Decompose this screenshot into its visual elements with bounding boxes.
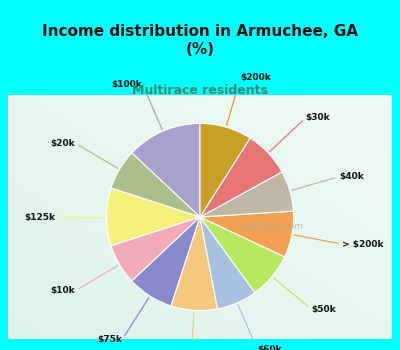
Text: $40k: $40k bbox=[339, 172, 364, 181]
Text: $50k: $50k bbox=[312, 305, 336, 314]
Wedge shape bbox=[200, 138, 282, 217]
Wedge shape bbox=[132, 217, 200, 306]
Text: $75k: $75k bbox=[98, 335, 122, 344]
Text: $125k: $125k bbox=[24, 212, 55, 222]
Text: $30k: $30k bbox=[306, 113, 330, 122]
Wedge shape bbox=[200, 211, 294, 257]
Wedge shape bbox=[132, 124, 200, 217]
Wedge shape bbox=[200, 172, 293, 217]
Text: $100k: $100k bbox=[112, 80, 142, 89]
Text: Income distribution in Armuchee, GA
(%): Income distribution in Armuchee, GA (%) bbox=[42, 25, 358, 57]
Wedge shape bbox=[200, 217, 255, 309]
Wedge shape bbox=[111, 217, 200, 281]
Wedge shape bbox=[111, 153, 200, 217]
Text: Multirace residents: Multirace residents bbox=[132, 84, 268, 97]
Wedge shape bbox=[200, 217, 285, 293]
Wedge shape bbox=[200, 124, 250, 217]
Text: $20k: $20k bbox=[51, 139, 75, 148]
Text: > $200k: > $200k bbox=[342, 240, 384, 248]
Wedge shape bbox=[106, 188, 200, 246]
Wedge shape bbox=[171, 217, 218, 310]
Text: $200k: $200k bbox=[240, 74, 271, 83]
Text: $10k: $10k bbox=[51, 286, 75, 295]
Text: $60k: $60k bbox=[258, 345, 282, 350]
Text: City-Data.com: City-Data.com bbox=[240, 222, 304, 231]
